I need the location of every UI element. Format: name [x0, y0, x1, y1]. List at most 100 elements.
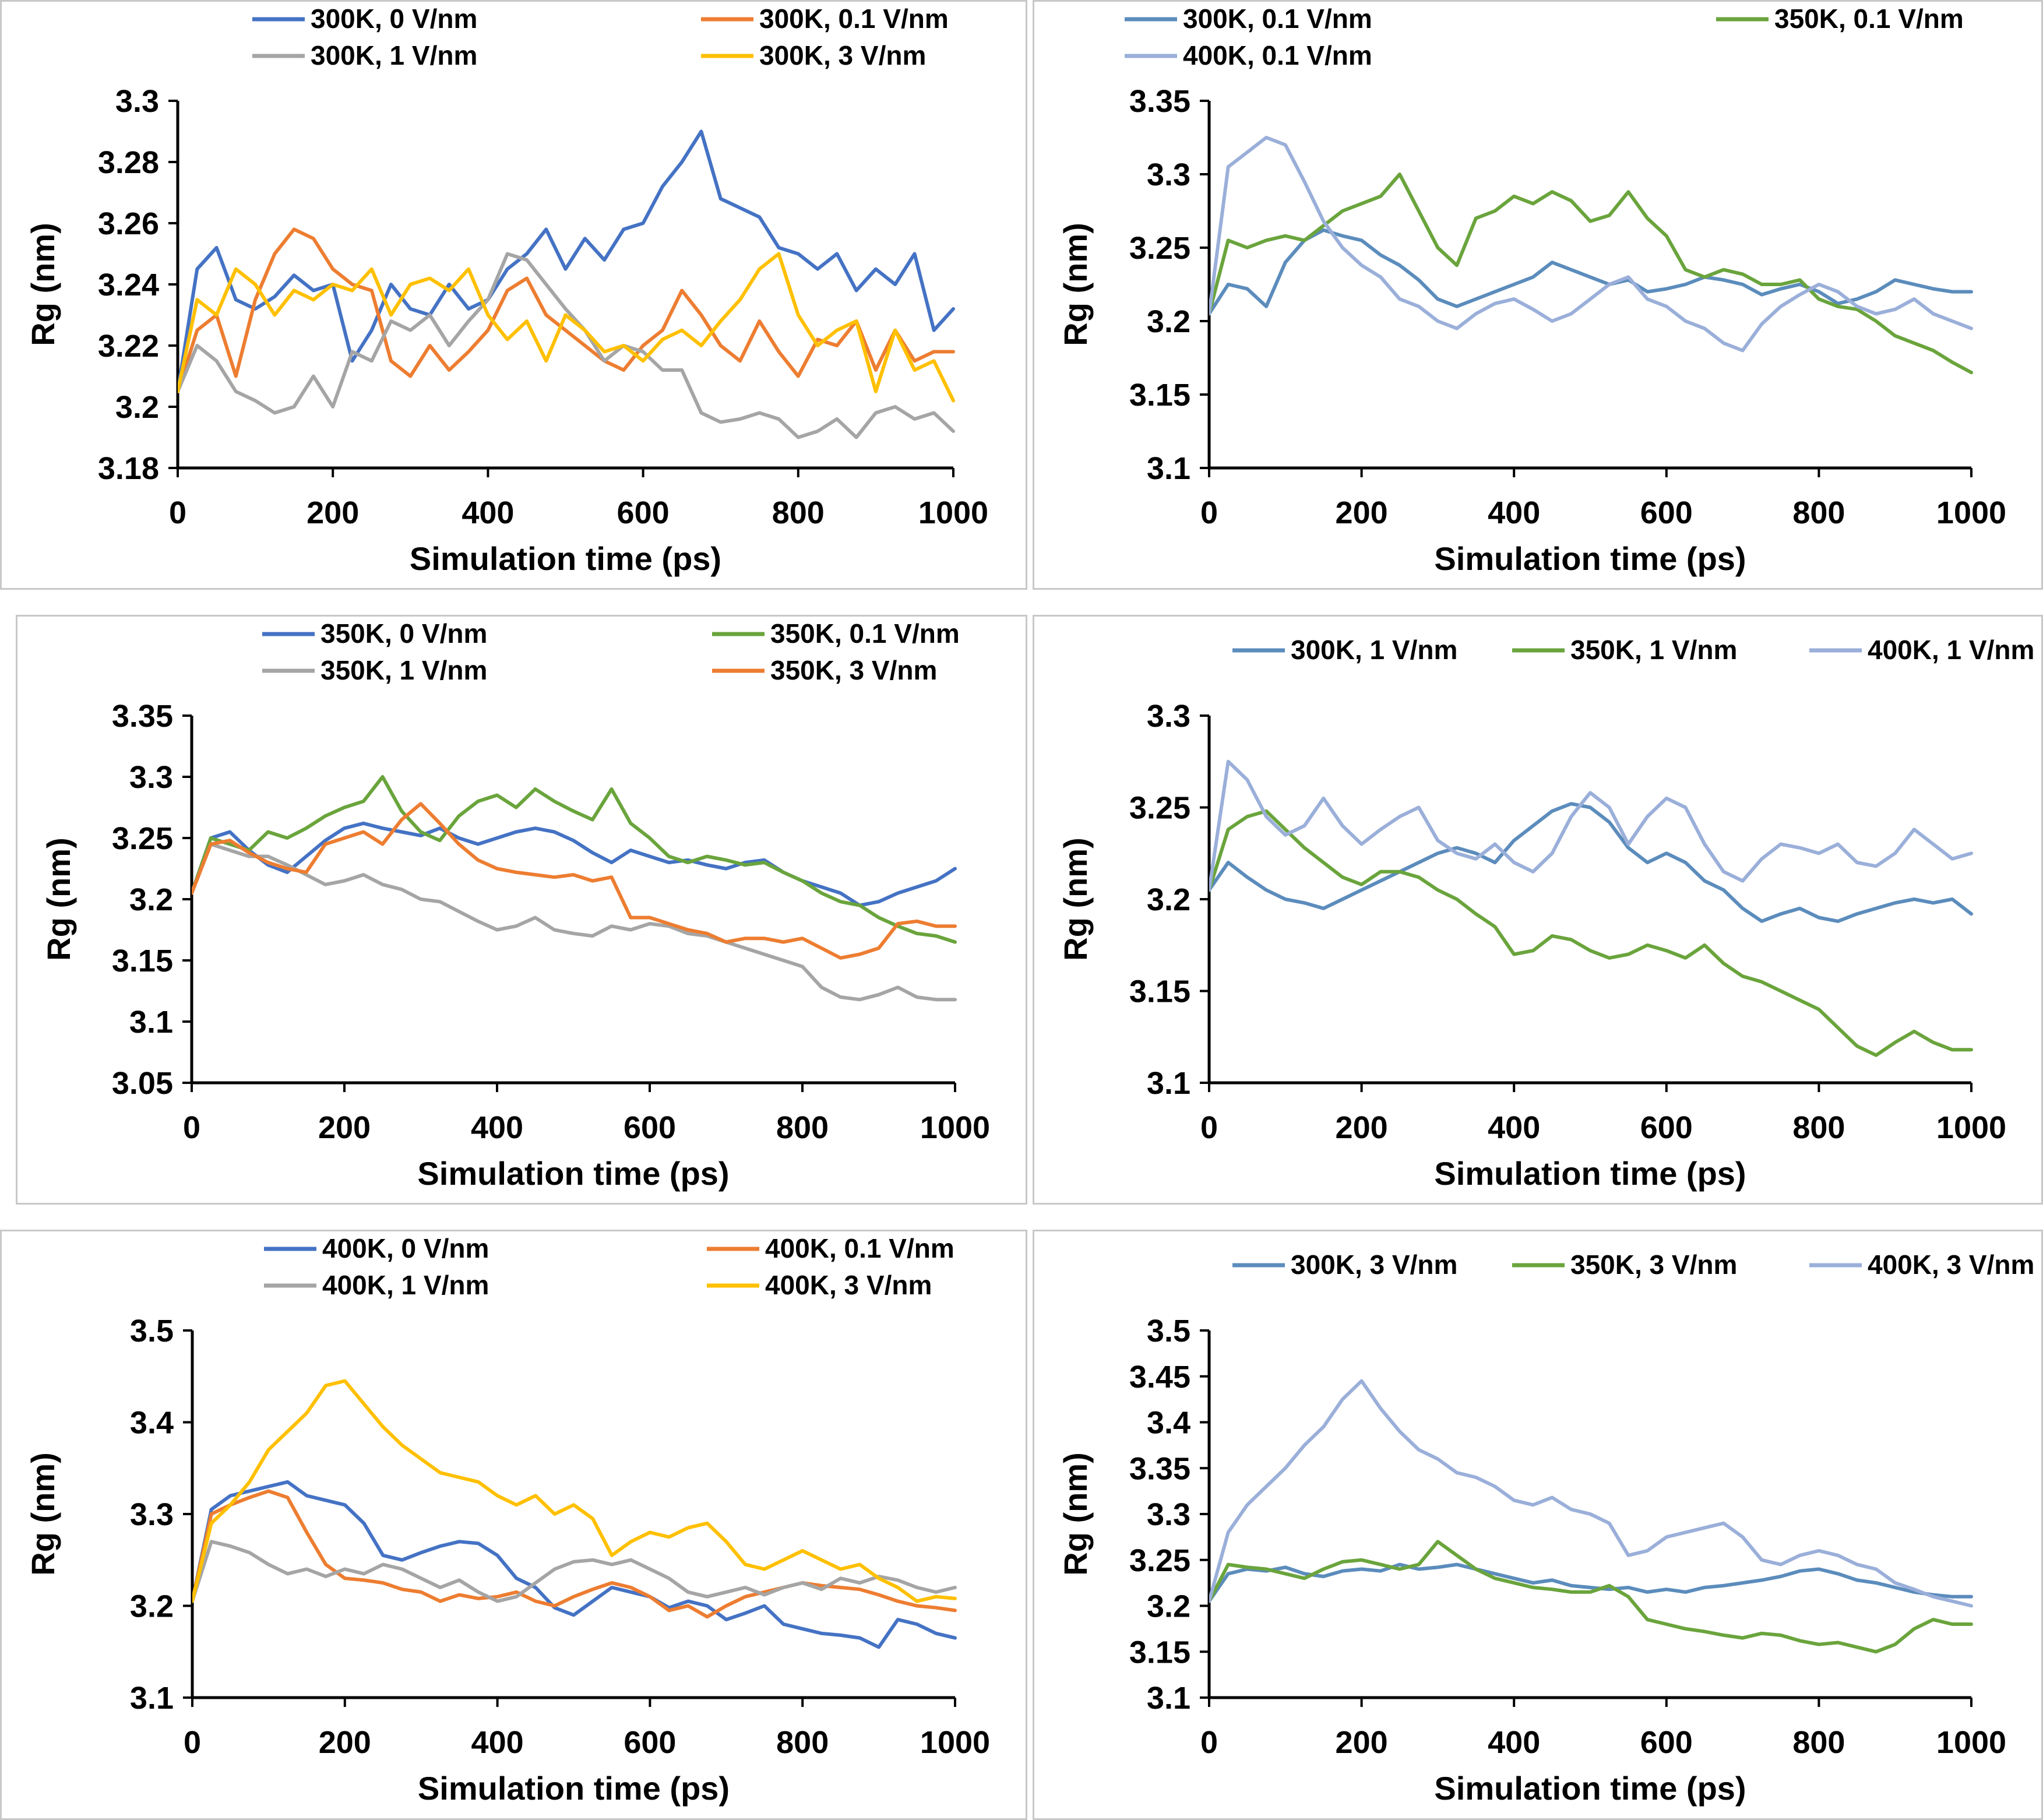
series-line — [1209, 1540, 1973, 1654]
legend-label: 350K, 3 V/nm — [1570, 1249, 1737, 1280]
x-tick-label: 600 — [624, 1110, 676, 1145]
chart-panel-1: 3.18 3.2 3.22 3.24 3.26 3.28 3.3 0 200 400 600 800 1… — [0, 0, 1027, 590]
y-axis-label: Rg (nm) — [1057, 837, 1094, 961]
x-tick-label: 200 — [1336, 1725, 1388, 1760]
x-tick-label: 800 — [772, 495, 825, 530]
legend-label: 400K, 0.1 V/nm — [1183, 40, 1372, 71]
chart-svg: 3.18 3.2 3.22 3.24 3.26 3.28 3.3 0 200 400 600 800 1… — [24, 3, 988, 577]
legend-item: 300K, 3 V/nm — [1232, 1249, 1457, 1280]
legend-label: 350K, 0.1 V/nm — [1774, 3, 1964, 34]
x-tick-label: 600 — [617, 495, 670, 530]
x-axis-label: Simulation time (ps) — [417, 1155, 729, 1192]
legend-item: 400K, 3 V/nm — [707, 1270, 932, 1300]
y-tick-label: 3.45 — [1129, 1360, 1190, 1395]
x-tick-label: 1000 — [1936, 1110, 2006, 1145]
y-tick-label: 3.5 — [1147, 1314, 1190, 1349]
x-tick-label: 400 — [462, 495, 514, 530]
series-line — [192, 1540, 957, 1603]
chart-panel-4: 3.1 3.15 3.2 3.25 3.3 0 200 400 600 800 1000 Simula… — [1033, 615, 2043, 1205]
x-tick-label: 600 — [1640, 1110, 1693, 1145]
y-tick-label: 3.1 — [1147, 1066, 1190, 1101]
x-tick-label: 800 — [776, 1725, 829, 1760]
x-tick-label: 0 — [1200, 1110, 1218, 1145]
legend-label: 300K, 3 V/nm — [1291, 1249, 1457, 1280]
legend-item: 350K, 0 V/nm — [262, 618, 487, 649]
x-tick-label: 800 — [776, 1110, 829, 1145]
y-tick-label: 3.35 — [1129, 1451, 1190, 1486]
chart-svg: 3.1 3.2 3.3 3.4 3.5 0 200 400 600 800 1000 Simulati… — [24, 1233, 990, 1807]
x-tick-label: 400 — [471, 1110, 523, 1145]
x-tick-label: 0 — [1200, 495, 1218, 530]
y-axis-label: Rg (nm) — [24, 1452, 61, 1576]
chart-svg: 3.05 3.1 3.15 3.2 3.25 3.3 3.35 0 200 400 600 800 10… — [40, 618, 990, 1192]
legend-label: 400K, 1 V/nm — [1868, 635, 2034, 665]
y-tick-label: 3.3 — [1147, 1497, 1190, 1532]
chart-panel-3: 3.05 3.1 3.15 3.2 3.25 3.3 3.35 0 200 400 600 800 10… — [16, 615, 1027, 1205]
y-tick-label: 3.1 — [130, 1681, 174, 1716]
series-line — [192, 1480, 957, 1649]
legend-item: 400K, 0.1 V/nm — [707, 1233, 954, 1263]
legend-item: 350K, 1 V/nm — [1512, 635, 1737, 665]
y-tick-label: 3.2 — [1147, 304, 1190, 339]
legend-label: 300K, 1 V/nm — [1291, 635, 1457, 665]
legend-item: 350K, 1 V/nm — [262, 655, 487, 685]
x-tick-label: 0 — [1200, 1725, 1218, 1760]
legend-item: 300K, 0 V/nm — [252, 3, 477, 34]
legend-label: 350K, 0 V/nm — [320, 618, 487, 649]
chart-panel-5: 3.1 3.2 3.3 3.4 3.5 0 200 400 600 800 1000 Simulati… — [0, 1230, 1027, 1820]
legend-item: 350K, 0.1 V/nm — [712, 618, 960, 649]
x-tick-label: 0 — [169, 495, 186, 530]
legend-item: 400K, 0 V/nm — [264, 1233, 489, 1263]
series-line — [192, 802, 957, 960]
y-tick-label: 3.1 — [1147, 1681, 1190, 1716]
legend-label: 350K, 3 V/nm — [770, 655, 937, 685]
series-line — [1209, 759, 1973, 892]
y-tick-label: 3.2 — [1147, 882, 1190, 917]
y-tick-label: 3.25 — [1129, 1543, 1190, 1578]
y-axis-label: Rg (nm) — [24, 223, 61, 346]
x-tick-label: 0 — [183, 1110, 200, 1145]
y-tick-label: 3.4 — [1147, 1406, 1190, 1441]
x-tick-label: 400 — [471, 1725, 524, 1760]
legend-label: 300K, 0.1 V/nm — [759, 3, 949, 34]
x-tick-label: 400 — [1488, 495, 1540, 530]
x-axis-label: Simulation time (ps) — [1434, 1770, 1746, 1807]
legend-label: 300K, 0 V/nm — [311, 3, 477, 34]
legend-item: 300K, 3 V/nm — [701, 40, 926, 71]
x-tick-label: 400 — [1488, 1110, 1540, 1145]
y-axis-label: Rg (nm) — [1057, 1452, 1094, 1576]
y-tick-label: 3.15 — [112, 944, 173, 978]
legend-label: 350K, 1 V/nm — [320, 655, 487, 685]
chart-svg: 3.1 3.15 3.2 3.25 3.3 3.35 0 200 400 600 800 1000 Si… — [1057, 3, 2006, 577]
series-line — [1209, 809, 1973, 1057]
legend-item: 400K, 3 V/nm — [1809, 1249, 2034, 1280]
legend-label: 400K, 0.1 V/nm — [765, 1233, 954, 1263]
y-tick-label: 3.25 — [1129, 791, 1190, 826]
x-tick-label: 1000 — [920, 1725, 990, 1760]
series-line — [192, 1379, 957, 1603]
y-tick-label: 3.35 — [112, 699, 173, 734]
y-axis-label: Rg (nm) — [1057, 223, 1094, 346]
legend-label: 300K, 3 V/nm — [759, 40, 926, 71]
legend-label: 350K, 0.1 V/nm — [770, 618, 960, 649]
y-tick-label: 3.24 — [98, 267, 159, 302]
series-line — [1209, 173, 1973, 375]
chart-panel-2: 3.1 3.15 3.2 3.25 3.3 3.35 0 200 400 600 800 1000 Si… — [1033, 0, 2043, 590]
x-tick-label: 600 — [1640, 495, 1693, 530]
y-axis-label: Rg (nm) — [40, 837, 77, 961]
y-tick-label: 3.2 — [1147, 1589, 1190, 1624]
y-tick-label: 3.2 — [130, 1589, 174, 1624]
y-tick-label: 3.18 — [98, 451, 159, 486]
legend-label: 300K, 0.1 V/nm — [1183, 3, 1372, 34]
legend-item: 350K, 3 V/nm — [1512, 1249, 1737, 1280]
legend-item: 300K, 1 V/nm — [1232, 635, 1457, 665]
y-tick-label: 3.22 — [98, 329, 159, 364]
y-tick-label: 3.3 — [129, 760, 173, 795]
legend-item: 300K, 0.1 V/nm — [1125, 3, 1372, 34]
series-line — [1209, 802, 1973, 923]
x-tick-label: 800 — [1792, 495, 1845, 530]
y-tick-label: 3.26 — [98, 206, 159, 241]
series-line — [1209, 1379, 1973, 1608]
series-line — [192, 842, 957, 1002]
x-tick-label: 600 — [624, 1725, 676, 1760]
